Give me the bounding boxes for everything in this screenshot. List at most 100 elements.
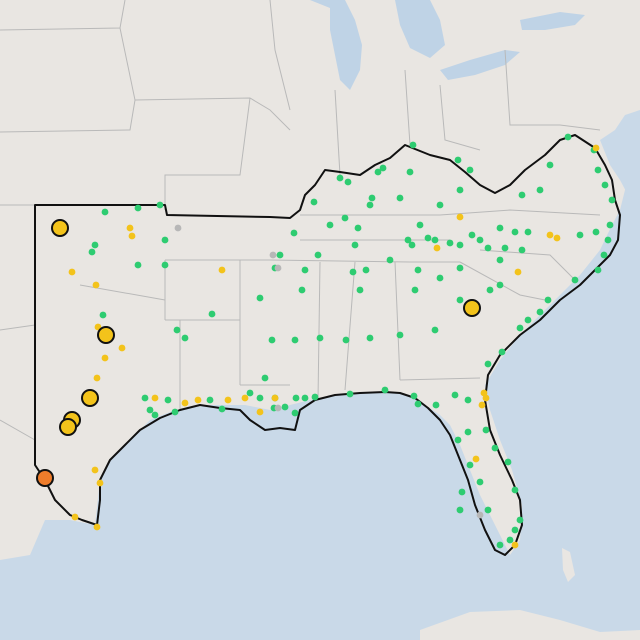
map-marker-small-green[interactable] (456, 296, 464, 304)
map-marker-small-green[interactable] (161, 236, 169, 244)
map-marker-large-yellow[interactable] (97, 326, 115, 344)
map-marker-small-yellow[interactable] (514, 268, 522, 276)
map-marker-small-green[interactable] (491, 444, 499, 452)
map-marker-small-green[interactable] (606, 221, 614, 229)
map-marker-small-green[interactable] (431, 326, 439, 334)
map-marker-small-gray[interactable] (476, 511, 484, 519)
map-marker-small-green[interactable] (208, 310, 216, 318)
map-marker-small-green[interactable] (368, 194, 376, 202)
map-marker-small-green[interactable] (206, 396, 214, 404)
map-marker-small-green[interactable] (504, 458, 512, 466)
map-marker-small-green[interactable] (99, 311, 107, 319)
map-marker-small-yellow[interactable] (194, 396, 202, 404)
map-marker-small-green[interactable] (571, 276, 579, 284)
map-marker-small-green[interactable] (366, 201, 374, 209)
map-marker-small-green[interactable] (466, 461, 474, 469)
map-marker-small-green[interactable] (410, 392, 418, 400)
map-marker-small-green[interactable] (354, 224, 362, 232)
map-marker-small-green[interactable] (396, 194, 404, 202)
map-marker-small-green[interactable] (366, 334, 374, 342)
map-marker-small-green[interactable] (451, 391, 459, 399)
map-marker-small-green[interactable] (594, 266, 602, 274)
map-marker-small-yellow[interactable] (241, 394, 249, 402)
map-marker-small-green[interactable] (173, 326, 181, 334)
map-marker-small-green[interactable] (416, 221, 424, 229)
map-marker-small-green[interactable] (298, 286, 306, 294)
map-marker-small-yellow[interactable] (271, 394, 279, 402)
map-marker-large-yellow[interactable] (59, 418, 77, 436)
map-marker-small-green[interactable] (458, 488, 466, 496)
map-marker-small-green[interactable] (536, 308, 544, 316)
map-marker-small-green[interactable] (414, 266, 422, 274)
map-marker-small-green[interactable] (484, 360, 492, 368)
map-marker-small-green[interactable] (146, 406, 154, 414)
map-marker-small-green[interactable] (476, 478, 484, 486)
map-marker-small-green[interactable] (268, 336, 276, 344)
map-marker-small-green[interactable] (476, 236, 484, 244)
map-marker-small-yellow[interactable] (128, 232, 136, 240)
map-marker-small-green[interactable] (546, 161, 554, 169)
map-marker-small-green[interactable] (600, 251, 608, 259)
map-marker-small-green[interactable] (414, 400, 422, 408)
map-marker-small-green[interactable] (432, 401, 440, 409)
map-marker-small-gray[interactable] (174, 224, 182, 232)
map-marker-small-gray[interactable] (274, 404, 282, 412)
map-marker-large-orange[interactable] (36, 469, 54, 487)
map-marker-small-yellow[interactable] (96, 479, 104, 487)
map-marker-small-green[interactable] (164, 396, 172, 404)
map-marker-small-yellow[interactable] (126, 224, 134, 232)
map-marker-small-green[interactable] (496, 256, 504, 264)
map-marker-small-yellow[interactable] (93, 374, 101, 382)
map-marker-small-green[interactable] (301, 394, 309, 402)
map-marker-small-green[interactable] (381, 386, 389, 394)
map-marker-small-green[interactable] (291, 409, 299, 417)
map-marker-small-green[interactable] (486, 286, 494, 294)
map-marker-small-green[interactable] (374, 168, 382, 176)
map-marker-small-green[interactable] (496, 281, 504, 289)
map-marker-small-green[interactable] (281, 403, 289, 411)
map-marker-small-green[interactable] (456, 241, 464, 249)
map-marker-small-green[interactable] (218, 405, 226, 413)
map-marker-small-green[interactable] (601, 181, 609, 189)
map-marker-small-green[interactable] (511, 228, 519, 236)
map-marker-small-green[interactable] (456, 186, 464, 194)
map-marker-small-yellow[interactable] (472, 455, 480, 463)
map-marker-small-green[interactable] (310, 198, 318, 206)
map-marker-small-green[interactable] (356, 286, 364, 294)
map-marker-small-green[interactable] (456, 506, 464, 514)
map-marker-small-yellow[interactable] (546, 231, 554, 239)
map-marker-small-green[interactable] (346, 390, 354, 398)
map-marker-small-green[interactable] (498, 348, 506, 356)
map-marker-small-green[interactable] (88, 248, 96, 256)
map-marker-small-green[interactable] (91, 241, 99, 249)
map-marker-small-green[interactable] (408, 241, 416, 249)
map-marker-small-green[interactable] (351, 241, 359, 249)
map-marker-small-green[interactable] (379, 164, 387, 172)
map-marker-small-yellow[interactable] (151, 394, 159, 402)
map-marker-small-green[interactable] (290, 229, 298, 237)
map-marker-small-green[interactable] (291, 336, 299, 344)
map-marker-large-yellow[interactable] (81, 389, 99, 407)
map-marker-small-green[interactable] (576, 231, 584, 239)
map-marker-small-green[interactable] (362, 266, 370, 274)
map-marker-small-green[interactable] (316, 334, 324, 342)
map-marker-small-green[interactable] (544, 296, 552, 304)
map-marker-small-green[interactable] (261, 374, 269, 382)
map-marker-small-green[interactable] (468, 231, 476, 239)
map-marker-small-green[interactable] (511, 486, 519, 494)
map-marker-small-yellow[interactable] (456, 213, 464, 221)
map-marker-small-yellow[interactable] (92, 281, 100, 289)
map-marker-small-gray[interactable] (269, 251, 277, 259)
map-marker-small-yellow[interactable] (256, 408, 264, 416)
map-marker-small-green[interactable] (446, 239, 454, 247)
map-marker-small-green[interactable] (496, 541, 504, 549)
map-marker-small-green[interactable] (436, 274, 444, 282)
map-marker-small-green[interactable] (608, 196, 616, 204)
map-marker-small-yellow[interactable] (93, 523, 101, 531)
map-marker-small-green[interactable] (411, 286, 419, 294)
map-marker-small-green[interactable] (431, 236, 439, 244)
map-marker-small-green[interactable] (292, 394, 300, 402)
map-marker-small-green[interactable] (141, 394, 149, 402)
map-marker-small-green[interactable] (516, 324, 524, 332)
map-marker-small-yellow[interactable] (553, 234, 561, 242)
